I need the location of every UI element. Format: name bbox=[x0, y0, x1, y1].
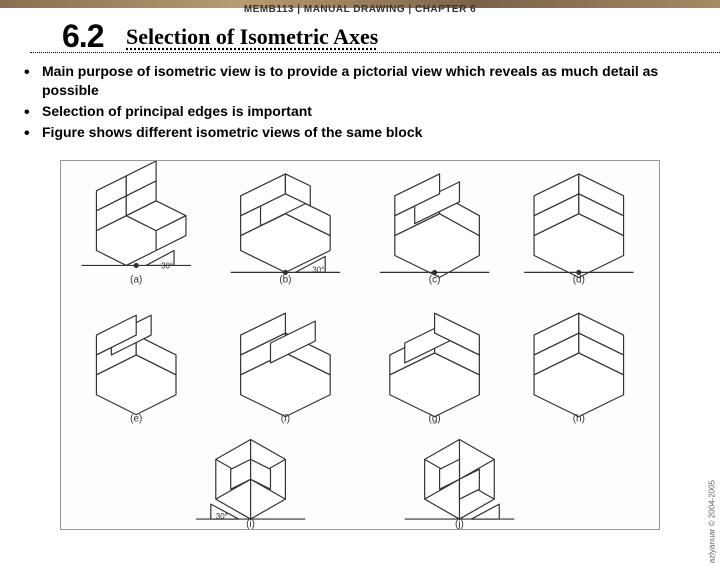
figure-panel: (a) 30° (b) 30° (c) bbox=[60, 160, 660, 530]
angle-label: 30° bbox=[312, 265, 324, 274]
fig-label-j: (j) bbox=[455, 519, 464, 529]
section-number: 6.2 bbox=[62, 18, 103, 55]
copyright-text: azlyanuar © 2004-2005 bbox=[707, 480, 716, 563]
fig-label-g: (g) bbox=[429, 414, 441, 425]
title-underline bbox=[30, 52, 720, 53]
bullet-list: Main purpose of isometric view is to pro… bbox=[20, 62, 690, 144]
breadcrumb: MEMB113 | MANUAL DRAWING | CHAPTER 6 bbox=[0, 4, 720, 15]
angle-label: 30° bbox=[216, 512, 228, 521]
bullet-item: Selection of principal edges is importan… bbox=[20, 102, 690, 121]
isometric-views-svg: (a) 30° (b) 30° (c) bbox=[61, 161, 659, 529]
fig-label-e: (e) bbox=[130, 414, 142, 425]
fig-label-b: (b) bbox=[279, 274, 291, 285]
fig-label-a: (a) bbox=[130, 274, 142, 285]
bullet-item: Figure shows different isometric views o… bbox=[20, 123, 690, 142]
fig-label-d: (d) bbox=[573, 274, 585, 285]
angle-label: 30° bbox=[161, 261, 173, 270]
section-title: Selection of Isometric Axes bbox=[126, 24, 378, 50]
bullet-item: Main purpose of isometric view is to pro… bbox=[20, 62, 690, 100]
fig-label-h: (h) bbox=[573, 414, 585, 425]
fig-label-i: (i) bbox=[246, 519, 255, 529]
fig-label-c: (c) bbox=[429, 274, 441, 285]
fig-label-f: (f) bbox=[281, 414, 290, 425]
